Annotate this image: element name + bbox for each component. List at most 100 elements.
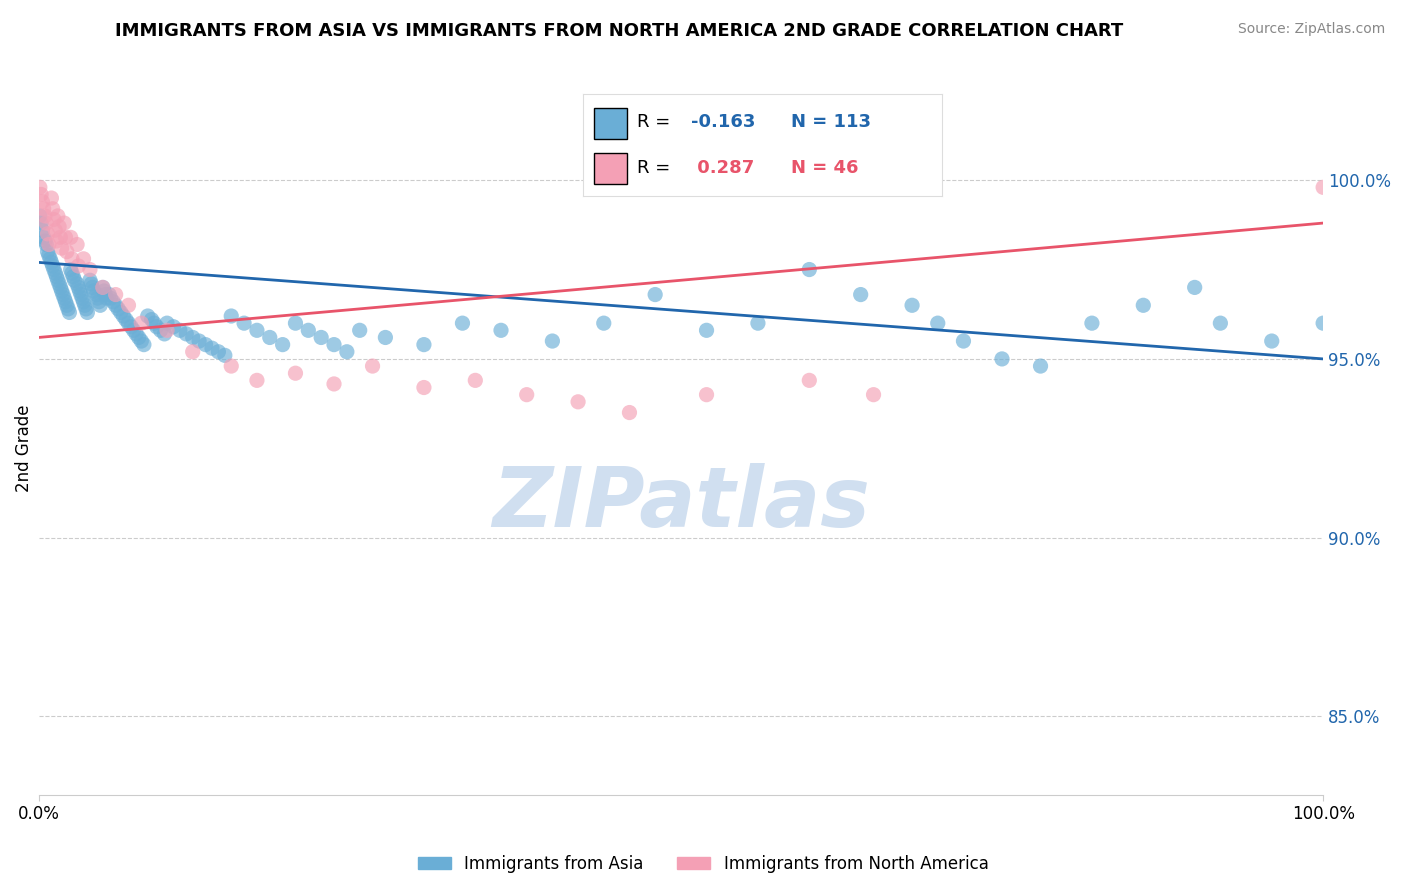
Point [41, 255, 63, 269]
Point [41, 191, 63, 205]
Point [120, 319, 142, 334]
Point [489, 323, 512, 337]
Point [541, 334, 564, 348]
Point [112, 309, 135, 323]
Point [52, 287, 75, 301]
Point [696, 387, 718, 401]
Text: Source: ZipAtlas.com: Source: ZipAtlas.com [1237, 22, 1385, 37]
Point [100, 291, 122, 305]
Text: N = 46: N = 46 [792, 159, 859, 177]
Point [49, 230, 72, 244]
Point [233, 316, 256, 330]
Y-axis label: 2nd Grade: 2nd Grade [15, 405, 32, 492]
Point [952, 334, 974, 348]
Point [188, 334, 211, 348]
Point [35, 216, 58, 230]
Point [246, 373, 269, 387]
Point [48, 277, 70, 291]
Point [619, 405, 641, 419]
Point [96, 291, 118, 305]
Point [927, 316, 949, 330]
Point [696, 323, 718, 337]
Point [259, 330, 281, 344]
Point [219, 359, 242, 373]
Text: R =: R = [637, 113, 676, 131]
Point [66, 277, 89, 291]
Point [361, 359, 384, 373]
Point [162, 319, 184, 334]
Point [464, 373, 486, 387]
Point [46, 209, 69, 223]
Point [38, 248, 60, 262]
Point [117, 316, 139, 330]
Point [149, 323, 172, 337]
Point [83, 284, 105, 298]
Point [73, 298, 96, 312]
Legend: Immigrants from Asia, Immigrants from North America: Immigrants from Asia, Immigrants from No… [411, 848, 995, 880]
Point [413, 380, 436, 394]
Point [991, 351, 1014, 366]
Text: R =: R = [637, 159, 676, 177]
Point [98, 287, 121, 301]
Point [59, 262, 82, 277]
Point [169, 323, 191, 337]
Point [201, 341, 224, 355]
Point [86, 287, 108, 301]
Text: ZIPatlas: ZIPatlas [492, 463, 870, 544]
Point [31, 194, 53, 209]
Point [51, 284, 73, 298]
Point [67, 259, 90, 273]
Point [374, 330, 396, 344]
Point [131, 316, 153, 330]
Point [1132, 298, 1154, 312]
Point [67, 280, 90, 294]
Point [30, 187, 52, 202]
Point [28, 209, 51, 223]
Point [136, 309, 159, 323]
Point [323, 337, 346, 351]
Point [94, 287, 117, 301]
Point [35, 237, 58, 252]
Point [592, 316, 614, 330]
Point [141, 312, 163, 326]
Point [79, 273, 101, 287]
Point [219, 309, 242, 323]
Point [1081, 316, 1104, 330]
Point [156, 316, 179, 330]
Point [55, 230, 77, 244]
Point [110, 305, 132, 319]
Point [38, 237, 60, 252]
Point [56, 298, 79, 312]
Point [86, 291, 108, 305]
Point [174, 326, 197, 341]
Point [48, 219, 70, 234]
Point [41, 259, 63, 273]
Point [37, 244, 59, 259]
Point [53, 216, 76, 230]
Point [101, 294, 124, 309]
Point [849, 287, 872, 301]
Point [45, 269, 67, 284]
Point [44, 266, 66, 280]
Point [104, 298, 127, 312]
Point [80, 277, 103, 291]
Point [107, 301, 129, 316]
Point [82, 280, 104, 294]
Point [747, 316, 769, 330]
Point [644, 287, 666, 301]
FancyBboxPatch shape [595, 153, 627, 184]
Point [75, 301, 97, 316]
Point [413, 337, 436, 351]
Point [66, 237, 89, 252]
Point [42, 212, 65, 227]
Point [79, 262, 101, 277]
Point [104, 287, 127, 301]
Point [60, 252, 83, 266]
Point [194, 337, 217, 351]
FancyBboxPatch shape [595, 108, 627, 139]
Point [246, 323, 269, 337]
Point [49, 280, 72, 294]
Point [1261, 334, 1284, 348]
Point [53, 291, 76, 305]
Point [271, 337, 294, 351]
